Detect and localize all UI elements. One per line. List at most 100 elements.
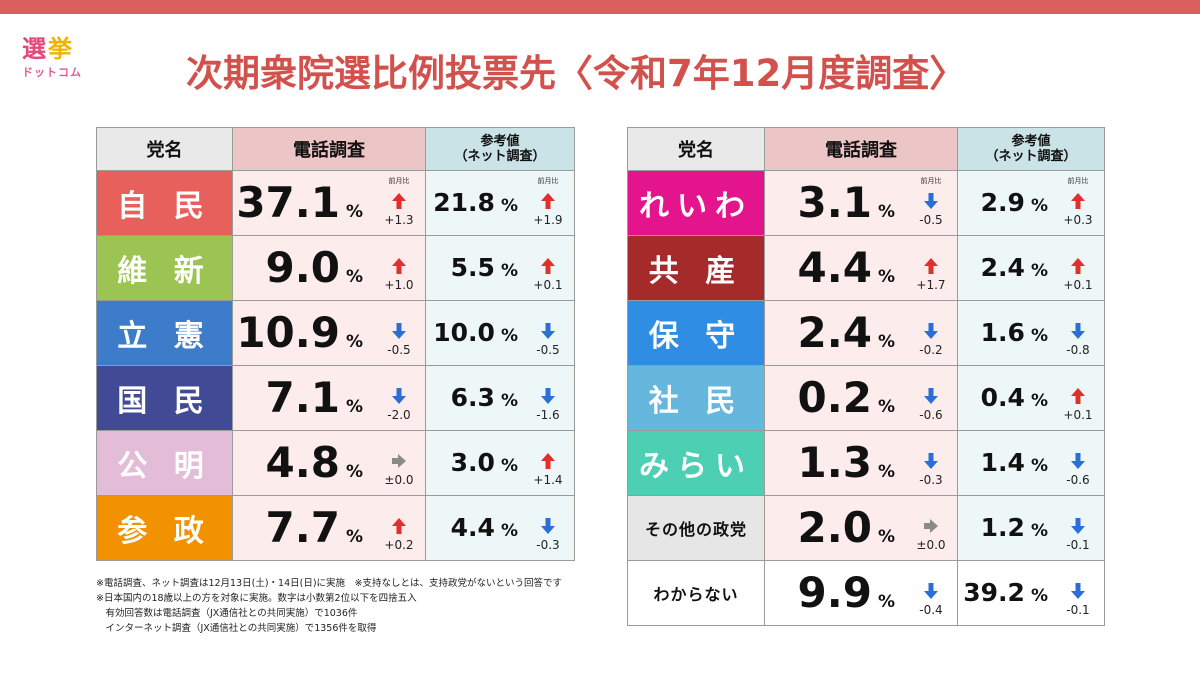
tel-change: 前月比 +1.3 <box>379 172 419 235</box>
tel-cell: 37.1% 前月比 +1.3 <box>232 170 426 236</box>
month-change-caption: 前月比 <box>388 177 410 185</box>
tel-number: 0.2 <box>797 373 872 422</box>
arrow-down-icon <box>924 388 938 404</box>
page-title: 次期衆院選比例投票先〈令和7年12月度調査〉 <box>186 52 967 95</box>
tel-value: 9.9% <box>797 563 895 625</box>
arrow-up-icon <box>541 258 555 274</box>
net-value: 5.5% <box>451 240 518 299</box>
tel-change-value: -0.2 <box>919 343 943 357</box>
percent-sign: % <box>1030 261 1048 281</box>
net-cell: 2.4% +0.1 <box>957 235 1105 301</box>
net-cell: 1.4% -0.6 <box>957 430 1105 496</box>
tel-number: 9.0 <box>265 243 340 292</box>
party-name: わからない <box>627 560 765 626</box>
net-change-value: -0.5 <box>536 343 560 357</box>
tel-number: 9.9 <box>797 568 872 617</box>
percent-sign: % <box>345 267 363 287</box>
value-cell-inner: 7.1% -2.0 <box>234 367 425 430</box>
net-number: 3.0 <box>450 448 495 477</box>
table-header-row: 党名 電話調査 参考値 （ネット調査） <box>627 127 1105 171</box>
tel-value: 4.4% <box>798 238 895 300</box>
percent-sign: % <box>500 521 518 541</box>
party-name: 保 守 <box>627 300 765 366</box>
poll-table-right: 党名 電話調査 参考値 （ネット調査） れいわ 3.1% 前月比 -0.5 2.9% 前月比… <box>627 127 1105 626</box>
net-value: 1.2% <box>981 500 1048 559</box>
net-cell: 6.3% -1.6 <box>425 365 575 431</box>
tel-cell: 10.9% -0.5 <box>232 300 426 366</box>
tel-number: 2.4 <box>797 308 872 357</box>
value-cell-inner: 4.4% -0.3 <box>427 497 574 560</box>
arrow-up-icon <box>392 193 406 209</box>
value-cell-inner: 3.0% +1.4 <box>427 432 574 495</box>
net-value: 3.0% <box>451 435 518 494</box>
arrow-up-icon <box>392 518 406 534</box>
footnote-line: 有効回答数は電話調査（JX通信社との共同実施）で1036件 <box>96 608 358 619</box>
net-change: +0.1 <box>528 237 568 300</box>
arrow-down-icon <box>392 323 406 339</box>
value-cell-inner: 4.8% ±0.0 <box>234 432 425 495</box>
value-cell-inner: 2.4% +0.1 <box>959 237 1104 300</box>
tel-value: 3.1% <box>798 173 895 235</box>
net-number: 2.9 <box>980 188 1025 217</box>
percent-sign: % <box>345 332 363 352</box>
net-change-value: -0.3 <box>536 538 560 552</box>
net-value: 4.4% <box>451 500 518 559</box>
net-value: 2.4% <box>981 240 1048 299</box>
value-cell-inner: 2.9% 前月比 +0.3 <box>959 172 1104 235</box>
net-change: -0.8 <box>1058 302 1098 365</box>
party-name: 自 民 <box>96 170 233 236</box>
arrow-down-icon <box>541 518 555 534</box>
table-row: 保 守 2.4% -0.2 1.6% -0.8 <box>627 300 1105 366</box>
net-value: 21.8% <box>433 175 518 234</box>
net-number: 6.3 <box>450 383 495 412</box>
header-party: 党名 <box>96 127 233 171</box>
header-tel: 電話調査 <box>232 127 426 171</box>
net-cell: 4.4% -0.3 <box>425 495 575 561</box>
arrow-up-icon <box>1071 193 1085 209</box>
tel-value: 7.7% <box>265 498 363 560</box>
percent-sign: % <box>345 202 363 222</box>
value-cell-inner: 21.8% 前月比 +1.9 <box>427 172 574 235</box>
tel-change-value: +0.2 <box>384 538 414 552</box>
value-cell-inner: 2.0% ±0.0 <box>766 497 957 560</box>
value-cell-inner: 39.2% -0.1 <box>959 562 1104 625</box>
net-change-value: +1.9 <box>533 213 563 227</box>
percent-sign: % <box>345 397 363 417</box>
table-row: 立 憲 10.9% -0.5 10.0% -0.5 <box>96 300 575 366</box>
arrow-down-icon <box>1071 453 1085 469</box>
percent-sign: % <box>1030 456 1048 476</box>
arrow-down-icon <box>1071 323 1085 339</box>
percent-sign: % <box>1030 586 1048 606</box>
tel-cell: 4.4% +1.7 <box>764 235 958 301</box>
tel-cell: 9.9% -0.4 <box>764 560 958 626</box>
tel-change-value: -0.6 <box>919 408 943 422</box>
net-change: -0.3 <box>528 497 568 560</box>
arrow-down-icon <box>1071 518 1085 534</box>
table-row: みらい 1.3% -0.3 1.4% -0.6 <box>627 430 1105 496</box>
party-name: 社 民 <box>627 365 765 431</box>
net-cell: 5.5% +0.1 <box>425 235 575 301</box>
tel-number: 7.1 <box>265 373 340 422</box>
party-name: 参 政 <box>96 495 233 561</box>
tel-number: 7.7 <box>265 503 340 552</box>
percent-sign: % <box>877 527 895 547</box>
value-cell-inner: 7.7% +0.2 <box>234 497 425 560</box>
logo-subtext: ドットコム <box>22 66 82 79</box>
net-number: 1.6 <box>980 318 1025 347</box>
arrow-down-icon <box>924 583 938 599</box>
arrow-right-icon <box>392 454 406 468</box>
header-party: 党名 <box>627 127 765 171</box>
party-name: 立 憲 <box>96 300 233 366</box>
header-net-line-1: 参考値 <box>480 134 520 149</box>
net-cell: 0.4% +0.1 <box>957 365 1105 431</box>
tel-change: +0.2 <box>379 497 419 560</box>
tel-change: -0.5 <box>379 302 419 365</box>
value-cell-inner: 10.0% -0.5 <box>427 302 574 365</box>
net-change-value: -1.6 <box>536 408 560 422</box>
footnote-line: ※日本国内の18歳以上の方を対象に実施。数字は小数第2位以下を四捨五入 <box>96 593 417 604</box>
net-change: +0.1 <box>1058 237 1098 300</box>
net-change-value: -0.6 <box>1066 473 1090 487</box>
value-cell-inner: 1.4% -0.6 <box>959 432 1104 495</box>
month-change-caption: 前月比 <box>537 177 559 185</box>
arrow-down-icon <box>924 323 938 339</box>
